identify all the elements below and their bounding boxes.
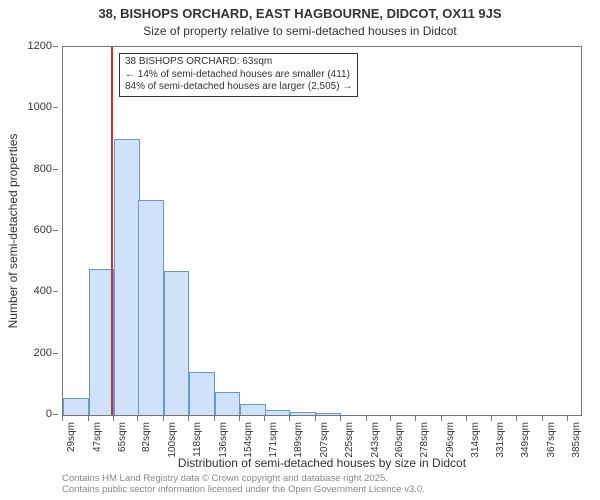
histogram-bar xyxy=(240,404,266,415)
x-tick-label: 296sqm xyxy=(445,422,456,458)
x-axis-label: Distribution of semi-detached houses by … xyxy=(62,456,582,470)
y-tick-label: 1000 xyxy=(28,101,52,113)
y-tick-mark xyxy=(53,169,58,170)
histogram-bars xyxy=(63,47,581,415)
x-tick-label: 82sqm xyxy=(141,422,152,452)
x-tick-mark xyxy=(567,416,568,421)
y-tick-label: 400 xyxy=(34,285,52,297)
x-tick-mark xyxy=(340,416,341,421)
x-tick-label: 136sqm xyxy=(218,422,229,458)
histogram-bar xyxy=(265,410,291,415)
x-tick-label: 65sqm xyxy=(117,422,128,452)
y-tick-mark xyxy=(53,46,58,47)
x-tick-mark xyxy=(390,416,391,421)
histogram-bar xyxy=(138,200,164,415)
x-tick-label: 189sqm xyxy=(293,422,304,458)
marker-line xyxy=(111,47,113,415)
x-tick-mark xyxy=(491,416,492,421)
x-tick-label: 47sqm xyxy=(92,422,103,452)
y-tick-mark xyxy=(53,230,58,231)
x-tick-mark xyxy=(542,416,543,421)
y-tick-label: 600 xyxy=(34,224,52,236)
x-tick-mark xyxy=(239,416,240,421)
attribution: Contains HM Land Registry data © Crown c… xyxy=(62,474,582,496)
plot-area: 38 BISHOPS ORCHARD: 63sqm ← 14% of semi-… xyxy=(62,46,582,416)
x-tick-label: 331sqm xyxy=(495,422,506,458)
histogram-bar xyxy=(63,398,89,415)
x-tick-label: 154sqm xyxy=(243,422,254,458)
x-axis-ticks: 29sqm 47sqm 65sqm 82sqm 100sqm 118sqm 136sqm 15… xyxy=(62,416,582,456)
y-tick-label: 0 xyxy=(46,408,52,420)
x-tick-mark xyxy=(415,416,416,421)
annotation-box: 38 BISHOPS ORCHARD: 63sqm ← 14% of semi-… xyxy=(119,53,358,97)
annotation-line1: 38 BISHOPS ORCHARD: 63sqm xyxy=(125,56,352,69)
x-tick-label: 243sqm xyxy=(370,422,381,458)
chart-subtitle: Size of property relative to semi-detach… xyxy=(0,24,600,38)
histogram-bar xyxy=(189,372,215,415)
annotation-line2: ← 14% of semi-detached houses are smalle… xyxy=(125,69,352,82)
x-tick-label: 118sqm xyxy=(192,422,203,457)
x-tick-mark xyxy=(366,416,367,421)
histogram-bar xyxy=(164,271,190,415)
histogram-bar xyxy=(316,413,342,415)
x-tick-mark xyxy=(137,416,138,421)
y-axis-ticks: 020040060080010001200 xyxy=(0,46,58,416)
y-tick-mark xyxy=(53,353,58,354)
y-tick-mark xyxy=(53,291,58,292)
histogram-bar xyxy=(215,392,241,415)
attribution-line2: Contains public sector information licen… xyxy=(62,485,582,496)
x-tick-mark xyxy=(188,416,189,421)
x-tick-label: 260sqm xyxy=(394,422,405,458)
y-tick-mark xyxy=(53,107,58,108)
x-tick-mark xyxy=(516,416,517,421)
x-tick-label: 314sqm xyxy=(470,422,481,458)
y-tick-label: 800 xyxy=(34,163,52,175)
histogram-bar xyxy=(89,269,115,415)
x-tick-label: 100sqm xyxy=(167,422,178,458)
x-tick-mark xyxy=(214,416,215,421)
x-tick-mark xyxy=(88,416,89,421)
y-tick-label: 200 xyxy=(34,347,52,359)
x-tick-mark xyxy=(163,416,164,421)
x-tick-label: 171sqm xyxy=(268,422,279,458)
histogram-bar xyxy=(114,139,140,415)
annotation-line3: 84% of semi-detached houses are larger (… xyxy=(125,81,352,94)
y-tick-label: 1200 xyxy=(28,40,52,52)
x-tick-mark xyxy=(289,416,290,421)
x-tick-label: 349sqm xyxy=(520,422,531,458)
x-tick-mark xyxy=(264,416,265,421)
x-tick-mark xyxy=(113,416,114,421)
x-tick-label: 225sqm xyxy=(344,422,355,458)
x-tick-mark xyxy=(441,416,442,421)
x-tick-mark xyxy=(466,416,467,421)
x-tick-label: 207sqm xyxy=(319,422,330,458)
y-tick-mark xyxy=(53,414,58,415)
chart-container: 38, BISHOPS ORCHARD, EAST HAGBOURNE, DID… xyxy=(0,0,600,500)
x-tick-label: 367sqm xyxy=(546,422,557,458)
x-tick-mark xyxy=(62,416,63,421)
x-tick-label: 29sqm xyxy=(66,422,77,452)
x-tick-mark xyxy=(315,416,316,421)
x-tick-label: 278sqm xyxy=(419,422,430,458)
x-tick-label: 385sqm xyxy=(571,422,582,458)
chart-title: 38, BISHOPS ORCHARD, EAST HAGBOURNE, DID… xyxy=(0,6,600,21)
histogram-bar xyxy=(290,412,316,415)
